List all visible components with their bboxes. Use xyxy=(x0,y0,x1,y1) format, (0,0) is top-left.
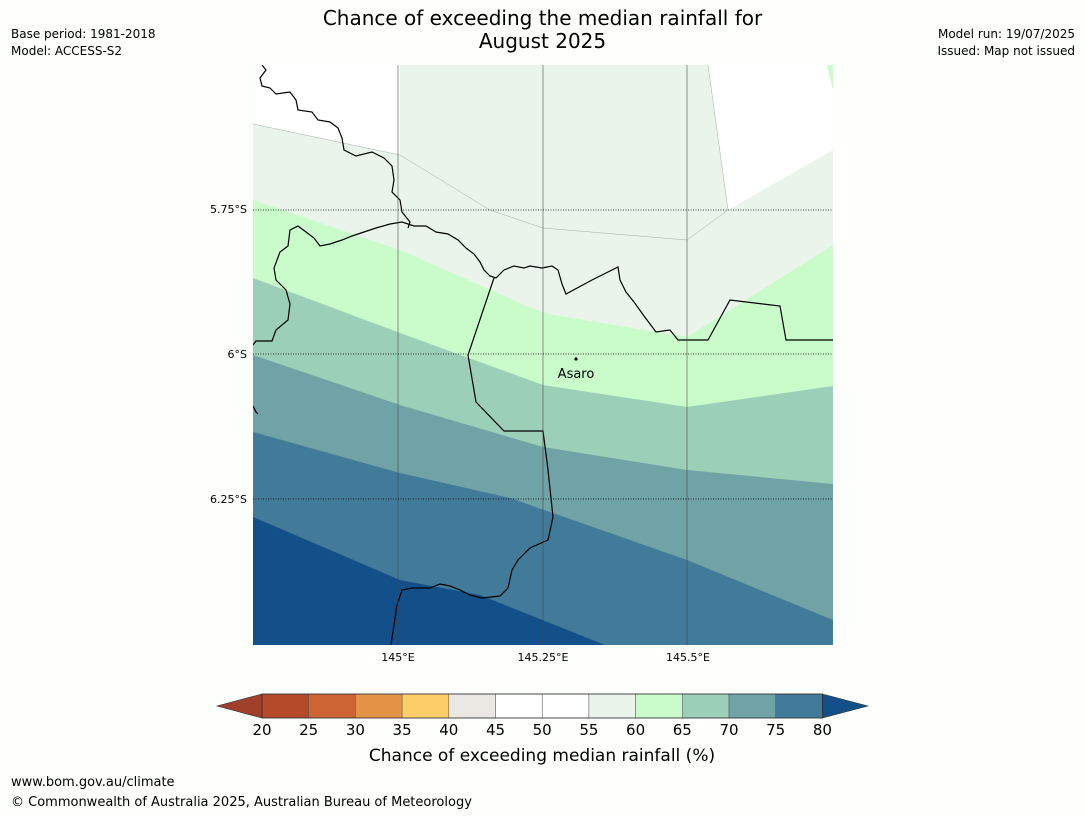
colorbar-segment xyxy=(728,693,776,719)
meta-right: Model run: 19/07/2025 Issued: Map not is… xyxy=(937,26,1075,60)
colorbar-segment xyxy=(682,693,730,719)
province-boundary xyxy=(390,277,554,645)
border-line-central xyxy=(253,221,833,346)
colorbar-label: Chance of exceeding median rainfall (%) xyxy=(369,746,715,766)
colorbar-outline xyxy=(261,693,823,719)
colorbar-tick-label: 55 xyxy=(579,721,598,739)
colorbar-segment xyxy=(355,693,403,719)
colorbar-segment xyxy=(448,693,496,719)
band-above-80 xyxy=(253,517,605,645)
model-name: Model: ACCESS-S2 xyxy=(11,44,123,58)
border-stub xyxy=(253,405,259,415)
lon-label: 145.25°E xyxy=(518,651,569,664)
place-label-asaro: Asaro xyxy=(558,367,595,382)
colorbar: 20 25 30 35 40 45 50 55 60 65 70 75 80 xyxy=(215,693,870,739)
border-line-north xyxy=(259,65,411,229)
colorbar-tick-label: 75 xyxy=(766,721,785,739)
colorbar-segment xyxy=(401,693,450,719)
lon-label: 145.5°E xyxy=(666,651,710,664)
lon-label: 145°E xyxy=(381,651,414,664)
band-50-55-b xyxy=(253,65,400,155)
colorbar-tick-label: 80 xyxy=(813,721,832,739)
colorbar-tick-label: 35 xyxy=(393,721,412,739)
colorbar-tick-label: 40 xyxy=(439,721,458,739)
colorbar-segment xyxy=(308,693,356,719)
colorbar-tick-label: 30 xyxy=(346,721,365,739)
colorbar-segment xyxy=(495,693,543,719)
colorbar-segment xyxy=(261,693,309,719)
colorbar-tick-label: 60 xyxy=(626,721,645,739)
place-marker-asaro xyxy=(574,357,578,361)
colorbar-tick-label: 65 xyxy=(673,721,692,739)
model-run: Model run: 19/07/2025 xyxy=(937,27,1075,41)
colorbar-segment xyxy=(588,693,636,719)
footer-copyright: © Commonwealth of Australia 2025, Austra… xyxy=(11,795,472,810)
colorbar-tick-label: 70 xyxy=(719,721,738,739)
colorbar-extend-high xyxy=(822,693,870,719)
colorbar-segment xyxy=(541,693,590,719)
colorbar-tick-label: 25 xyxy=(299,721,318,739)
base-period: Base period: 1981-2018 xyxy=(11,27,156,41)
colorbar-segment xyxy=(775,693,823,719)
colorbar-segment xyxy=(635,693,683,719)
map-panel xyxy=(253,65,833,645)
footer-url: www.bom.gov.au/climate xyxy=(11,775,175,790)
colorbar-tick-label: 50 xyxy=(533,721,552,739)
band-50-55 xyxy=(708,65,833,210)
lat-label: 5.75°S xyxy=(210,203,247,216)
lat-label: 6.25°S xyxy=(210,493,247,506)
colorbar-tick-label: 45 xyxy=(486,721,505,739)
title-line-2: August 2025 xyxy=(478,29,607,53)
lat-label: 6°S xyxy=(228,348,247,361)
colorbar-tick-label: 20 xyxy=(252,721,271,739)
issued-status: Issued: Map not issued xyxy=(937,44,1075,58)
meta-left: Base period: 1981-2018 Model: ACCESS-S2 xyxy=(11,26,156,60)
title-line-1: Chance of exceeding the median rainfall … xyxy=(322,6,763,30)
colorbar-extend-low xyxy=(215,693,263,719)
band-60-65-corner xyxy=(827,65,833,90)
map-title: Chance of exceeding the median rainfall … xyxy=(0,7,1085,53)
